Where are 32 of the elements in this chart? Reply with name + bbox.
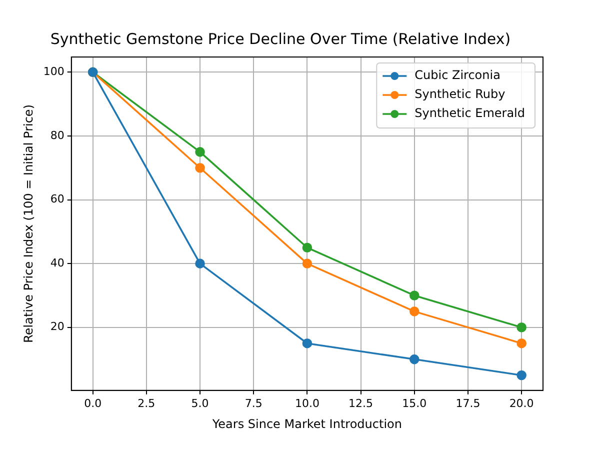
- x-tick-label: 15.0: [402, 396, 427, 410]
- x-tick-label: 12.5: [348, 396, 374, 410]
- x-tick-label: 20.0: [509, 396, 534, 410]
- y-tick-label: 80: [50, 128, 64, 142]
- point: [409, 354, 420, 364]
- y-tick-label: 40: [50, 256, 64, 270]
- legend-label: Cubic Zirconia: [414, 68, 500, 82]
- legend-label: Synthetic Emerald: [414, 106, 526, 120]
- point: [302, 338, 312, 348]
- point: [195, 162, 205, 173]
- point: [409, 290, 420, 300]
- point: [516, 338, 526, 348]
- x-tick-label: 0.0: [84, 396, 102, 410]
- x-axis-title: Years Since Market Introduction: [211, 416, 402, 431]
- point: [516, 370, 526, 380]
- point: [302, 258, 312, 268]
- y-tick-label: 60: [50, 192, 64, 206]
- x-tick-label: 17.5: [456, 396, 480, 410]
- point: [195, 258, 205, 268]
- x-tick-label: 2.5: [138, 396, 156, 410]
- x-tick-label: 10.0: [294, 396, 320, 410]
- point: [195, 147, 205, 157]
- point: [302, 242, 312, 253]
- y-tick-label: 100: [43, 65, 64, 78]
- x-tick-label: 7.5: [244, 396, 262, 410]
- x-tick-label: 5.0: [191, 396, 209, 410]
- point: [409, 306, 420, 316]
- point: [516, 322, 526, 332]
- legend-label: Synthetic Ruby: [414, 87, 506, 102]
- chart-title: Synthetic Gemstone Price Decline Over Time (Relative Index): [50, 30, 511, 48]
- y-tick-label: 20: [50, 320, 64, 334]
- y-axis-title: Relative Price Index (100 = Initial Price): [21, 104, 36, 343]
